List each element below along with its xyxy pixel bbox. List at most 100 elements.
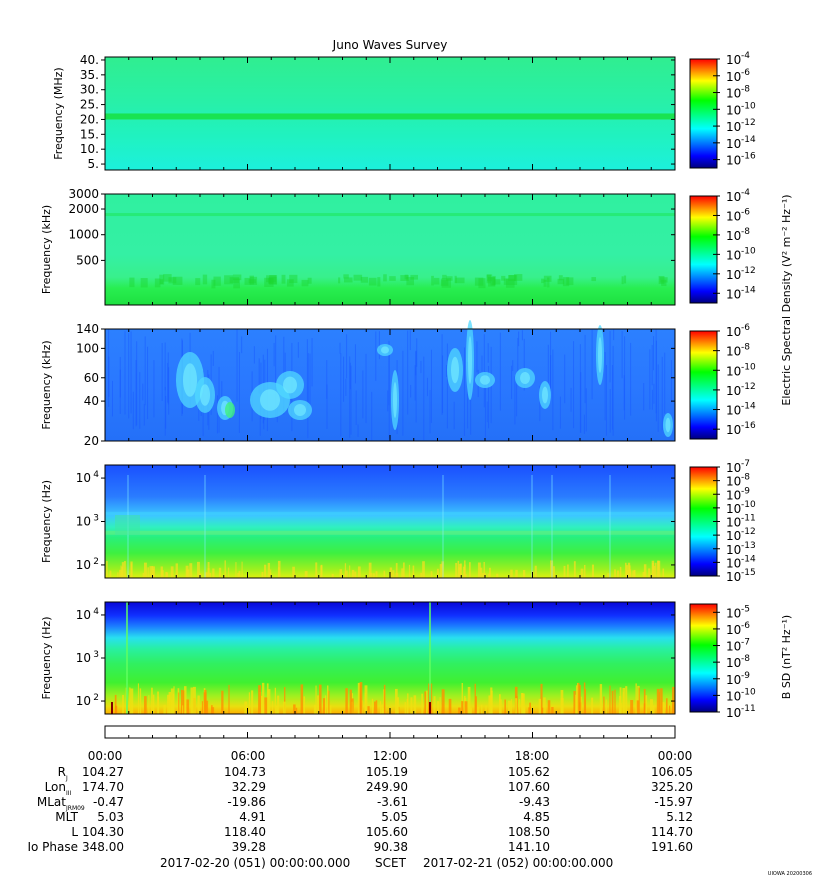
ephemeris-value: 174.70 <box>82 780 124 794</box>
y-axis-label: Frequency (Hz) <box>40 480 53 563</box>
ephemeris-value: 107.60 <box>508 780 550 794</box>
y-tick-label: 30. <box>80 83 99 97</box>
ephemeris-label-subscript: J <box>65 775 68 782</box>
colorbar-tick-label: 10 <box>726 70 741 84</box>
colorbar-label-magnetic: B SD (nT² Hz⁻¹) <box>780 615 793 699</box>
colorbar-tick-exponent: -14 <box>741 135 756 145</box>
colorbar-tick-exponent: -10 <box>741 500 756 510</box>
ephemeris-value: 106.05 <box>651 765 693 779</box>
y-tick-label: 20 <box>84 434 99 448</box>
ephemeris-value: 104.73 <box>224 765 266 779</box>
ephemeris-label: L <box>71 825 78 839</box>
colorbar-tick-exponent: -10 <box>741 101 756 111</box>
spectrogram-features <box>108 320 673 441</box>
y-tick-label: 1000 <box>68 228 99 242</box>
ephemeris-value: 4.85 <box>523 810 550 824</box>
y-tick-label: 10 <box>76 608 91 622</box>
colorbar-tick-label: 10 <box>726 516 741 530</box>
colorbar-tick-exponent: -9 <box>741 671 750 681</box>
colorbar-tick-label: 10 <box>726 248 741 262</box>
colorbar-tick-label: 10 <box>726 404 741 418</box>
colorbar-tick-exponent: -16 <box>741 152 756 162</box>
spectrogram-image <box>105 602 675 714</box>
y-tick-label: 15. <box>80 127 99 141</box>
ephemeris-row: MLT 5.03 4.91 5.05 4.85 5.12 <box>55 810 693 824</box>
ephemeris-value: 39.28 <box>232 840 266 854</box>
ephemeris-value: 104.27 <box>82 765 124 779</box>
colorbar-tick-exponent: -16 <box>741 421 756 431</box>
colorbar-tick-exponent: -8 <box>741 227 750 237</box>
ephemeris-value: 141.10 <box>508 840 550 854</box>
colorbar-tick-label: 10 <box>726 689 741 703</box>
ephemeris-label: Lon <box>45 780 66 794</box>
colorbar-tick-label: 10 <box>726 502 741 516</box>
ephemeris-value: 118.40 <box>224 825 266 839</box>
ephemeris-value: -19.86 <box>227 795 266 809</box>
colorbar <box>689 466 718 577</box>
ephemeris-row: L 104.30 118.40 105.60 108.50 114.70 <box>71 825 693 839</box>
ephemeris-row: MLat JRM09 -0.47 -19.86 -3.61 -9.43 -15.97 <box>37 795 693 812</box>
time-tick-label: 18:00 <box>515 749 550 763</box>
y-tick-label: 500 <box>76 253 99 267</box>
ephemeris-value: 104.30 <box>82 825 124 839</box>
colorbar-tick-exponent: -15 <box>741 568 756 578</box>
colorbar-tick-exponent: -7 <box>741 638 750 648</box>
colorbar-tick-label: 10 <box>726 190 741 204</box>
y-tick-label: 2000 <box>68 202 99 216</box>
ephemeris-label: Io Phase <box>27 840 78 854</box>
colorbar-tick-exponent: -10 <box>741 687 756 697</box>
colorbar-tick-exponent: -11 <box>741 514 756 524</box>
ephemeris-row: Io Phase 348.00 39.28 90.38 141.10 191.60 <box>27 840 693 854</box>
ephemeris-value: 108.50 <box>508 825 550 839</box>
colorbar-tick-label: 10 <box>726 229 741 243</box>
colorbar-tick-label: 10 <box>726 53 741 67</box>
ephemeris-value: 191.60 <box>651 840 693 854</box>
colorbar-tick-exponent: -5 <box>741 604 750 614</box>
colorbar-tick-label: 10 <box>726 103 741 117</box>
ephemeris-value: 5.05 <box>381 810 408 824</box>
ephemeris-value: 249.90 <box>366 780 408 794</box>
ephemeris-value: 325.20 <box>651 780 693 794</box>
time-tick-label: 00:00 <box>88 749 123 763</box>
colorbar-tick-exponent: -12 <box>741 266 756 276</box>
colorbar-tick-label: 10 <box>726 706 741 720</box>
y-tick-label: 140 <box>76 322 99 336</box>
ephemeris-value: 105.19 <box>366 765 408 779</box>
colorbar-tick-exponent: -9 <box>741 486 750 496</box>
colorbar-tick-label: 10 <box>726 137 741 151</box>
y-tick-exponent: 4 <box>93 607 99 617</box>
colorbar-tick-label: 10 <box>726 461 741 475</box>
colorbar-tick-exponent: -14 <box>741 554 756 564</box>
y-tick-label: 40 <box>84 394 99 408</box>
colorbar-tick-label: 10 <box>726 673 741 687</box>
spectrogram-features <box>111 602 675 714</box>
time-tick-label: 06:00 <box>231 749 266 763</box>
colorbar <box>689 195 718 304</box>
y-tick-label: 20. <box>80 112 99 126</box>
time-tick-label: 12:00 <box>373 749 408 763</box>
colorbar-tick-exponent: -11 <box>741 704 756 714</box>
processing-stamp: UIOWA 20200306 <box>768 871 812 877</box>
ephemeris-value: -9.43 <box>519 795 550 809</box>
ephemeris-value: -0.47 <box>93 795 124 809</box>
colorbar-tick-label: 10 <box>726 656 741 670</box>
colorbar-tick-label: 10 <box>726 475 741 489</box>
colorbar-tick-exponent: -4 <box>741 188 750 198</box>
y-axis-label: Frequency (kHz) <box>40 340 53 429</box>
ephemeris-label: R <box>58 765 66 779</box>
spectrogram-features <box>105 475 675 578</box>
colorbar-tick-exponent: -12 <box>741 527 756 537</box>
colorbar-tick-exponent: -7 <box>741 459 750 469</box>
colorbar-label-electric: Electric Spectral Density (V² m⁻² Hz⁻¹) <box>780 194 793 405</box>
ephemeris-table: 00:00 06:00 12:00 18:00 00:00 R J 104.27 104.73 1… <box>27 749 693 854</box>
y-axis-label: Frequency (Hz) <box>40 617 53 700</box>
colorbar-tick-label: 10 <box>726 640 741 654</box>
ephemeris-row: Lon III 174.70 32.29 249.90 107.60 325.20 <box>45 780 693 797</box>
colorbar-tick-exponent: -10 <box>741 246 756 256</box>
ephemeris-value: 4.91 <box>239 810 266 824</box>
y-tick-label: 3000 <box>68 187 99 201</box>
